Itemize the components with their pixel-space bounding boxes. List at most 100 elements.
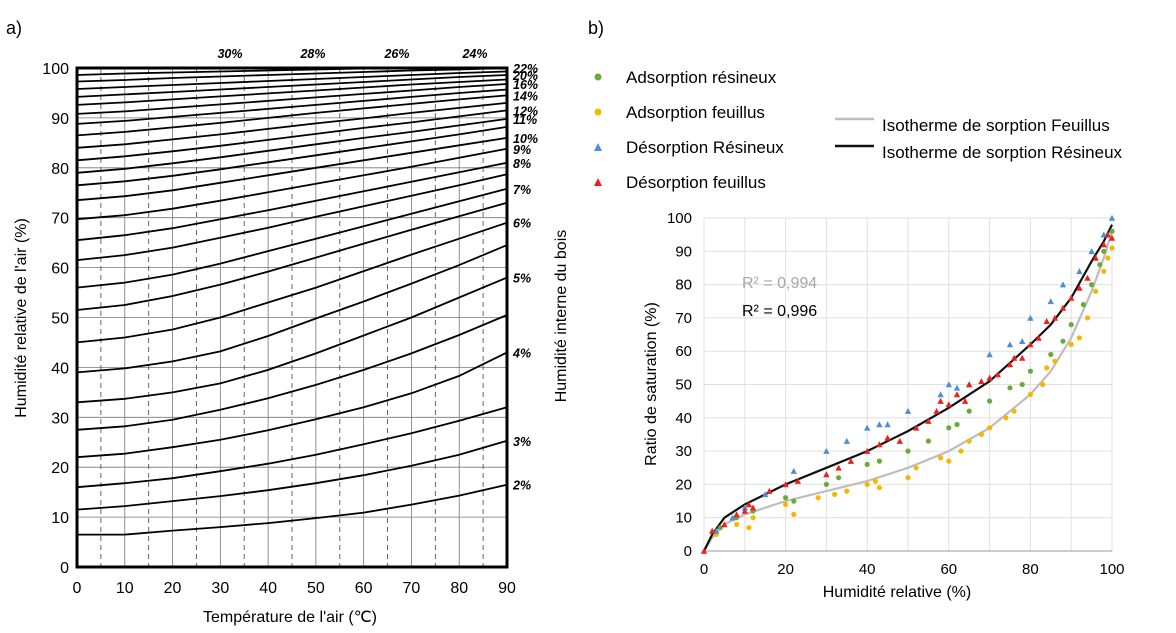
data-point-circle bbox=[905, 475, 911, 481]
humidity-curve bbox=[76, 67, 508, 83]
wood-moisture-label: 22% bbox=[512, 62, 538, 76]
humidity-curve bbox=[76, 78, 508, 106]
legend-label: Désorption Résineux bbox=[626, 138, 784, 157]
data-point-triangle bbox=[864, 424, 871, 431]
data-point-triangle bbox=[1076, 268, 1083, 275]
data-point-triangle bbox=[933, 407, 940, 414]
y-tick-label: 40 bbox=[51, 360, 69, 377]
data-point-circle bbox=[966, 438, 972, 444]
wood-moisture-label: 4% bbox=[512, 346, 531, 360]
humidity-curve bbox=[76, 126, 508, 187]
data-point-circle bbox=[1068, 341, 1074, 348]
wood-moisture-label: 5% bbox=[513, 272, 531, 286]
wood-moisture-label: 16% bbox=[513, 78, 538, 92]
legend-label: Adsorption feuillus bbox=[626, 103, 765, 122]
data-point-circle bbox=[1080, 302, 1086, 308]
data-point-circle bbox=[876, 485, 883, 491]
r2-feuillus-label: R² = 0,994 bbox=[742, 275, 817, 292]
data-point-triangle bbox=[945, 401, 952, 408]
y-tick-label: 20 bbox=[675, 476, 692, 493]
humidity-curve bbox=[76, 74, 508, 98]
legend-marker-circle bbox=[594, 73, 602, 81]
y-tick-label: 0 bbox=[60, 560, 69, 577]
data-point-circle bbox=[864, 481, 870, 487]
data-point-triangle bbox=[896, 437, 903, 444]
data-point-circle bbox=[844, 488, 850, 494]
x-tick-label: 80 bbox=[450, 580, 468, 597]
chart-b-points bbox=[700, 214, 1116, 554]
data-point-triangle bbox=[729, 514, 736, 521]
humidity-curve bbox=[77, 483, 508, 536]
data-point-triangle bbox=[794, 477, 801, 484]
data-point-triangle bbox=[1059, 281, 1067, 288]
data-point-circle bbox=[1003, 415, 1009, 421]
data-point-triangle bbox=[937, 397, 944, 404]
data-point-triangle bbox=[961, 397, 969, 404]
data-point-triangle bbox=[700, 547, 708, 554]
data-point-triangle bbox=[904, 407, 912, 414]
data-point-triangle bbox=[986, 351, 993, 358]
data-point-triangle bbox=[1027, 314, 1034, 321]
chart-a-xlabel: Température de l'air (℃) bbox=[203, 609, 377, 626]
y-tick-label: 80 bbox=[51, 161, 69, 178]
wood-moisture-label: 10% bbox=[513, 132, 538, 146]
data-point-triangle bbox=[1006, 361, 1014, 368]
humidity-curve bbox=[76, 314, 508, 431]
data-point-triangle bbox=[1059, 304, 1067, 311]
chart-a-ylabel: Humidité relative de l'air (%) bbox=[13, 218, 30, 418]
x-tick-label: 40 bbox=[859, 561, 876, 578]
humidity-curve bbox=[76, 94, 508, 137]
wood-moisture-label: 11% bbox=[513, 113, 537, 127]
humidity-curve bbox=[76, 187, 508, 289]
x-tick-label: 40 bbox=[259, 580, 277, 597]
chart-a-frame bbox=[75, 66, 509, 569]
data-point-circle bbox=[832, 491, 838, 497]
y-tick-label: 70 bbox=[675, 310, 692, 327]
data-point-triangle bbox=[1051, 314, 1059, 321]
y-tick-label: 60 bbox=[51, 261, 69, 278]
humidity-curve bbox=[76, 276, 508, 404]
data-point-circle bbox=[783, 501, 789, 507]
data-point-triangle bbox=[733, 511, 740, 518]
data-point-circle bbox=[1093, 288, 1099, 294]
data-point-circle bbox=[1040, 381, 1046, 388]
data-point-circle bbox=[954, 421, 960, 428]
data-point-circle bbox=[1011, 408, 1017, 414]
data-point-triangle bbox=[937, 391, 944, 398]
data-point-circle bbox=[1084, 315, 1091, 321]
data-point-circle bbox=[1097, 262, 1103, 268]
data-point-triangle bbox=[749, 504, 757, 511]
data-point-triangle bbox=[953, 384, 961, 391]
humidity-curve bbox=[76, 88, 508, 125]
data-point-triangle bbox=[762, 491, 769, 498]
data-point-circle bbox=[978, 431, 985, 437]
x-tick-label: 30 bbox=[211, 580, 229, 597]
data-point-circle bbox=[750, 515, 756, 521]
x-tick-label: 50 bbox=[307, 580, 325, 597]
isotherm-curve bbox=[703, 224, 1113, 552]
data-point-circle bbox=[1044, 365, 1050, 371]
y-tick-label: 50 bbox=[675, 377, 692, 394]
humidity-curve bbox=[76, 439, 508, 511]
data-point-triangle bbox=[966, 381, 973, 388]
x-tick-label: 20 bbox=[164, 580, 182, 597]
data-point-triangle bbox=[835, 464, 842, 471]
data-point-circle bbox=[791, 511, 797, 517]
wood-moisture-label: 12% bbox=[513, 104, 538, 118]
data-point-circle bbox=[905, 448, 911, 454]
y-tick-label: 50 bbox=[51, 311, 69, 328]
chart-a-labels: 0 10 20 30 40 50 60 70 80 90 100 0 10 20 30 40 50 60 70 80 9… bbox=[42, 47, 538, 597]
humidity-curve bbox=[76, 70, 508, 90]
data-point-circle bbox=[791, 498, 797, 504]
legend-label: Adsorption résineux bbox=[626, 68, 777, 87]
data-point-triangle bbox=[766, 487, 773, 494]
data-point-triangle bbox=[782, 481, 789, 488]
data-point-circle bbox=[938, 455, 944, 461]
data-point-triangle bbox=[876, 421, 883, 428]
chart-b-legend: Adsorption résineux Adsorption feuillus Dé… bbox=[594, 68, 1123, 192]
chart-a: 0 10 20 30 40 50 60 70 80 90 100 0 10 20 30 40 50 60 70 80 9… bbox=[42, 47, 538, 597]
data-point-triangle bbox=[1047, 298, 1054, 305]
data-point-circle bbox=[925, 438, 932, 444]
data-point-triangle bbox=[876, 441, 883, 448]
chart-b-labels: 0 10 20 30 40 50 60 70 80 90 100 0 20 40 60 80 100 bbox=[667, 210, 1125, 578]
